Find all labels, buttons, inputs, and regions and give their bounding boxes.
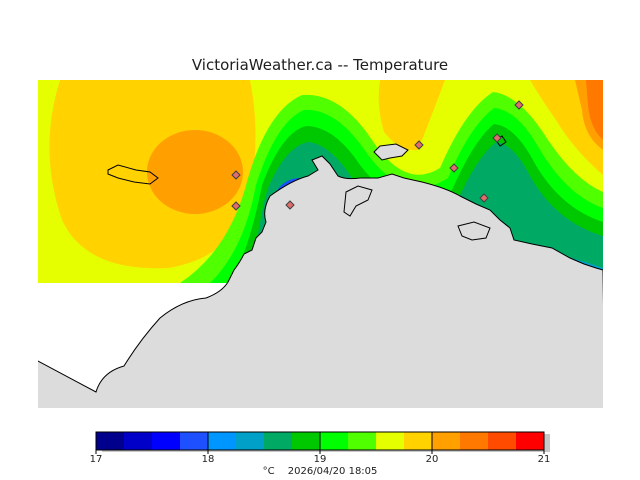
legend-swatch-14 xyxy=(488,432,516,450)
legend-swatch-1 xyxy=(124,432,152,450)
legend-swatch-8 xyxy=(320,432,348,450)
station-marker-s2 xyxy=(231,201,241,211)
legend-swatch-10 xyxy=(376,432,404,450)
legend-swatch-5 xyxy=(236,432,264,450)
map-title: VictoriaWeather.ca -- Temperature xyxy=(191,56,449,74)
station-marker-s5 xyxy=(449,163,459,173)
station-marker-s6 xyxy=(492,133,502,143)
legend-swatch-15 xyxy=(516,432,544,450)
legend-tick-label-4: 21 xyxy=(538,454,551,465)
legend-ticks: 17 18 19 20 21 xyxy=(90,432,551,465)
station-marker-s4 xyxy=(414,140,424,150)
legend-unit: °C xyxy=(263,466,275,477)
station-marker-s8 xyxy=(479,193,489,203)
legend-swatch-7 xyxy=(292,432,320,450)
station-marker-s1 xyxy=(231,170,241,180)
legend-tick-label-1: 18 xyxy=(202,454,215,465)
legend-timestamp: 2026/04/20 18:05 xyxy=(288,466,378,477)
station-marker-s7 xyxy=(514,100,524,110)
legend-swatch-12 xyxy=(432,432,460,450)
legend-color-bar xyxy=(95,431,550,452)
legend-caption: °C 2026/04/20 18:05 xyxy=(263,466,378,477)
legend-swatch-2 xyxy=(152,432,180,450)
legend-swatch-9 xyxy=(348,432,376,450)
legend-tick-label-2: 19 xyxy=(314,454,327,465)
legend-tick-label-3: 20 xyxy=(426,454,439,465)
weather-stations xyxy=(231,100,524,211)
legend-swatch-6 xyxy=(264,432,292,450)
legend-swatch-0 xyxy=(96,432,124,450)
legend-swatch-3 xyxy=(180,432,208,450)
legend-swatch-4 xyxy=(208,432,236,450)
legend-swatch-11 xyxy=(404,432,432,450)
station-marker-s3 xyxy=(285,200,295,210)
legend-tick-label-0: 17 xyxy=(90,454,103,465)
legend-swatch-13 xyxy=(460,432,488,450)
land-mass xyxy=(38,135,603,408)
